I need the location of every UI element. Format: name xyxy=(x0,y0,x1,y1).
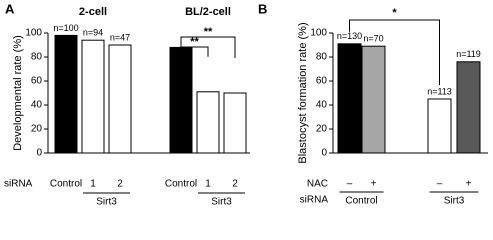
x-tick-label: Control xyxy=(165,179,197,190)
y-tick-label: 100 xyxy=(25,28,42,39)
group-label: Control xyxy=(345,196,377,207)
n-label: n=47 xyxy=(110,32,130,42)
significance-bracket xyxy=(349,19,440,85)
x-tick-label: 1 xyxy=(205,179,211,190)
panel-label: B xyxy=(258,1,267,16)
y-tick-label: 80 xyxy=(316,52,328,63)
y-tick-label: 60 xyxy=(316,76,328,87)
bar xyxy=(337,43,362,154)
y-tick-label: 40 xyxy=(316,100,328,111)
n-label: n=130 xyxy=(337,31,362,41)
bar xyxy=(427,98,452,154)
significance-bracket xyxy=(180,36,236,58)
nac-label: + xyxy=(371,179,377,190)
n-label: n=119 xyxy=(456,49,481,59)
x-tick-label: Control xyxy=(50,179,82,190)
n-label: n=94 xyxy=(83,28,103,38)
bar xyxy=(361,45,386,154)
row-label: siRNA xyxy=(300,195,329,206)
nac-label: – xyxy=(347,179,353,190)
y-tick-label: 60 xyxy=(31,76,43,87)
panel-label: A xyxy=(5,1,15,16)
significance-label: * xyxy=(392,7,397,19)
n-label: n=113 xyxy=(427,86,452,96)
group-sublabel: Sirt3 xyxy=(96,197,117,208)
bar xyxy=(169,46,193,154)
bar xyxy=(196,91,220,154)
nac-label: + xyxy=(466,179,472,190)
n-label: n=100 xyxy=(53,23,78,33)
nac-label: – xyxy=(437,179,443,190)
bar xyxy=(456,61,481,154)
significance-bracket xyxy=(180,44,209,57)
n-label: n=70 xyxy=(363,34,383,44)
bar xyxy=(81,39,105,154)
y-tick-label: 40 xyxy=(31,100,43,111)
row-label: siRNA xyxy=(4,179,33,190)
x-tick-label: 2 xyxy=(117,179,123,190)
y-tick-label: 80 xyxy=(31,52,43,63)
significance-label: ** xyxy=(204,26,213,38)
y-tick-label: 20 xyxy=(316,124,328,135)
y-tick-label: 0 xyxy=(321,148,327,159)
y-tick-label: 20 xyxy=(31,124,43,135)
group-sublabel: Sirt3 xyxy=(211,197,232,208)
group-title: 2-cell xyxy=(79,6,107,18)
x-tick-label: 2 xyxy=(232,179,238,190)
significance-label: ** xyxy=(190,36,199,48)
bar xyxy=(108,44,132,154)
bar xyxy=(54,34,78,154)
row-label: NAC xyxy=(307,179,328,190)
group-title: BL/2-cell xyxy=(185,6,231,18)
x-tick-label: 1 xyxy=(90,179,96,190)
bar xyxy=(223,92,247,154)
y-tick-label: 0 xyxy=(36,148,42,159)
y-axis-label: Developmental rate (%) xyxy=(12,35,24,151)
y-axis-label: Blastocyst formation rate (%) xyxy=(297,22,309,163)
y-tick-label: 100 xyxy=(310,28,327,39)
group-label: Sirt3 xyxy=(444,196,465,207)
